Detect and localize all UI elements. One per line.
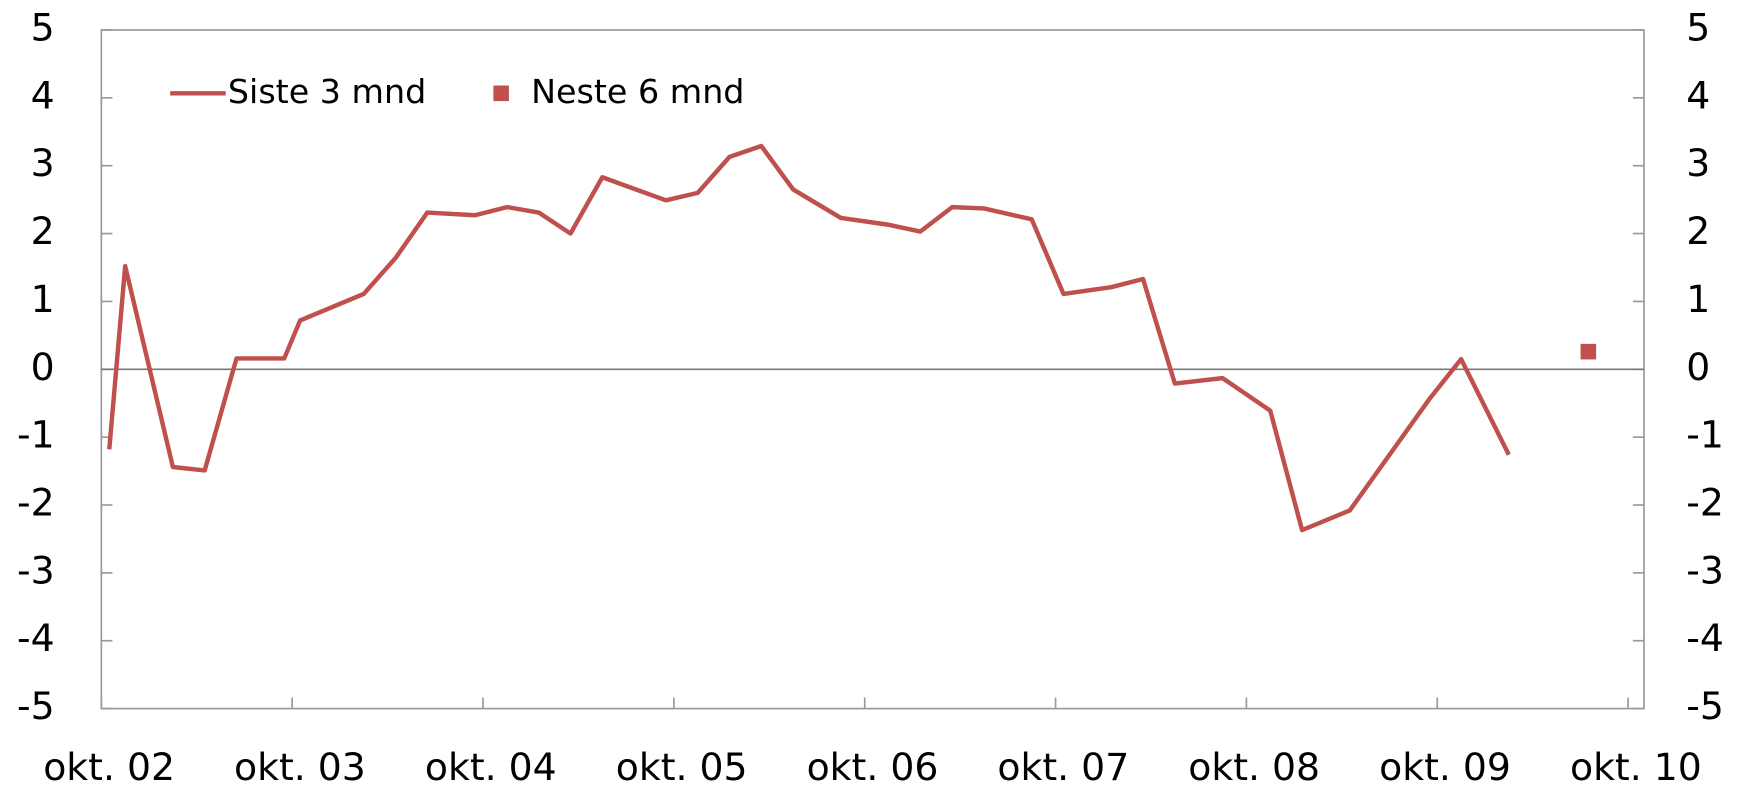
x-tick-label: okt. 05 bbox=[616, 745, 748, 789]
y-tick-label: -4 bbox=[17, 616, 55, 660]
x-tick-label: okt. 04 bbox=[425, 745, 557, 789]
y2-tick-label: -3 bbox=[1686, 548, 1724, 592]
y-tick-label: 3 bbox=[31, 141, 55, 185]
x-tick-label: okt. 07 bbox=[997, 745, 1129, 789]
legend-swatch bbox=[493, 85, 509, 102]
y2-tick-label: 3 bbox=[1686, 141, 1710, 185]
x-tick-label: okt. 10 bbox=[1570, 745, 1702, 789]
y2-tick-label: 0 bbox=[1686, 345, 1710, 389]
y-tick-label: 4 bbox=[31, 73, 55, 117]
y-tick-label: -1 bbox=[17, 413, 55, 457]
y-tick-label: 0 bbox=[31, 345, 55, 389]
y2-tick-label: 2 bbox=[1686, 209, 1710, 253]
legend-label: Neste 6 mnd bbox=[531, 72, 744, 111]
y2-tick-label: -5 bbox=[1686, 684, 1724, 728]
y2-tick-label: 4 bbox=[1686, 73, 1710, 117]
y2-tick-label: 1 bbox=[1686, 277, 1710, 321]
x-tick-label: okt. 06 bbox=[807, 745, 939, 789]
y-tick-label: 5 bbox=[31, 5, 55, 49]
y-tick-label: 2 bbox=[31, 209, 55, 253]
y2-tick-label: 5 bbox=[1686, 5, 1710, 49]
y-tick-label: -2 bbox=[17, 481, 55, 525]
point bbox=[1580, 343, 1597, 360]
legend-label: Siste 3 mnd bbox=[228, 72, 426, 111]
line bbox=[107, 143, 1511, 533]
x-tick-label: okt. 09 bbox=[1379, 745, 1511, 789]
y2-tick-label: -1 bbox=[1686, 413, 1724, 457]
y-tick-label: 1 bbox=[31, 277, 55, 321]
y-tick-label: -3 bbox=[17, 548, 55, 592]
x-tick-label: okt. 03 bbox=[234, 745, 366, 789]
x-tick-label: okt. 02 bbox=[43, 745, 175, 789]
y-tick-label: -5 bbox=[17, 684, 55, 728]
y2-tick-label: -2 bbox=[1686, 481, 1724, 525]
y2-tick-label: -4 bbox=[1686, 616, 1724, 660]
x-tick-label: okt. 08 bbox=[1188, 745, 1320, 789]
